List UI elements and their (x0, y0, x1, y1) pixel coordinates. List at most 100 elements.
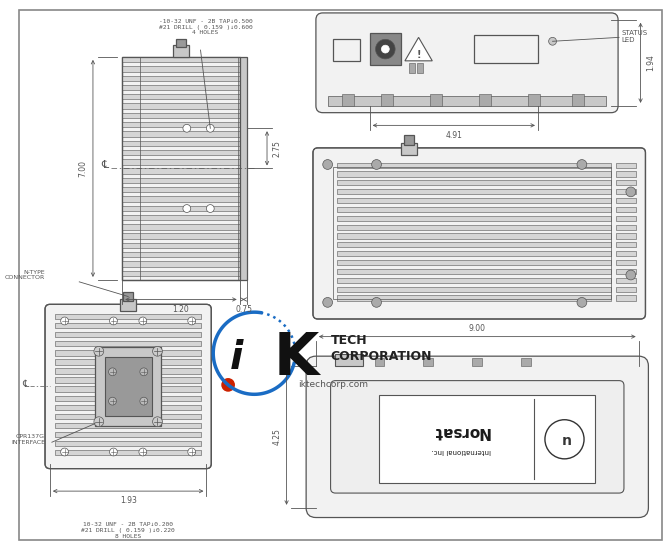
Bar (55, 368, 202, 373)
Bar (338, 216, 611, 221)
Circle shape (221, 378, 235, 392)
Circle shape (577, 298, 587, 307)
Circle shape (153, 346, 163, 356)
Text: K: K (274, 329, 319, 387)
Bar (140, 57, 238, 280)
Text: 0.75: 0.75 (235, 305, 252, 314)
Bar (55, 441, 202, 446)
Text: iktechcorp.com: iktechcorp.com (298, 380, 368, 389)
Text: 4.25: 4.25 (272, 428, 281, 446)
Text: u: u (559, 432, 569, 446)
Bar (123, 271, 240, 276)
Circle shape (372, 160, 382, 169)
Bar (55, 359, 202, 365)
Bar (55, 332, 202, 338)
Bar (176, 39, 186, 47)
Bar (417, 63, 422, 73)
Text: N-TYPE
CONNECTOR: N-TYPE CONNECTOR (5, 270, 45, 280)
Bar (123, 196, 240, 202)
Bar (338, 287, 611, 292)
Text: CPR137G
INTERFACE: CPR137G INTERFACE (11, 434, 45, 445)
Bar (616, 251, 635, 256)
Bar (338, 207, 611, 212)
Bar (424, 358, 434, 366)
Circle shape (382, 45, 389, 53)
Circle shape (139, 317, 147, 325)
Circle shape (206, 124, 214, 132)
Bar (121, 299, 136, 311)
Bar (123, 57, 240, 62)
Bar (338, 189, 611, 194)
Bar (105, 357, 152, 416)
Bar (338, 243, 611, 248)
Bar (616, 295, 635, 301)
Text: ℄: ℄ (22, 378, 29, 388)
Text: !: ! (416, 50, 421, 59)
Bar (95, 348, 161, 426)
Bar (338, 198, 611, 203)
Bar (123, 224, 240, 229)
Bar (123, 243, 240, 248)
Bar (404, 135, 414, 145)
FancyBboxPatch shape (306, 356, 649, 518)
Bar (336, 354, 363, 366)
Circle shape (372, 298, 382, 307)
Text: TECH
CORPORATION: TECH CORPORATION (330, 334, 432, 363)
Bar (173, 45, 188, 57)
Circle shape (206, 205, 214, 212)
Bar (123, 252, 240, 257)
Circle shape (183, 124, 190, 132)
Bar (123, 178, 240, 183)
Circle shape (376, 39, 395, 59)
Bar (616, 278, 635, 283)
Bar (123, 141, 240, 146)
Bar (55, 450, 202, 455)
Circle shape (94, 346, 104, 356)
Bar (572, 94, 584, 106)
Bar (123, 187, 240, 192)
Bar (474, 35, 538, 63)
Text: 10-32 UNF - 2B TAP↓0.200
#21 DRILL ( 0.159 )↓0.220
8 HOLES: 10-32 UNF - 2B TAP↓0.200 #21 DRILL ( 0.1… (81, 522, 175, 539)
Circle shape (323, 298, 332, 307)
Circle shape (94, 417, 104, 427)
Bar (472, 358, 482, 366)
Bar (616, 163, 635, 168)
Bar (480, 94, 491, 106)
Circle shape (140, 397, 148, 405)
Text: 7.00: 7.00 (79, 160, 88, 177)
Circle shape (188, 317, 196, 325)
Bar (380, 395, 595, 483)
Bar (123, 103, 240, 109)
Bar (338, 224, 611, 230)
Circle shape (323, 160, 332, 169)
Bar (616, 189, 635, 194)
Circle shape (153, 417, 163, 427)
Bar (55, 395, 202, 401)
Bar (616, 207, 635, 212)
Circle shape (626, 187, 635, 197)
Bar (338, 278, 611, 283)
Circle shape (109, 397, 117, 405)
Text: International Inc.: International Inc. (432, 448, 491, 454)
Text: 4.91: 4.91 (446, 131, 462, 140)
Bar (374, 358, 384, 366)
Text: -10-32 UNF - 2B TAP↓0.500
#21 DRILL ( 0.159 )↓0.600
4 HOLES: -10-32 UNF - 2B TAP↓0.500 #21 DRILL ( 0.… (159, 19, 252, 35)
Bar (616, 233, 635, 239)
Bar (528, 94, 540, 106)
Bar (338, 172, 611, 177)
Bar (123, 206, 240, 211)
Circle shape (183, 205, 190, 212)
Bar (409, 63, 415, 73)
Circle shape (110, 317, 117, 325)
Bar (342, 94, 354, 106)
Circle shape (549, 37, 557, 45)
Bar (55, 405, 202, 410)
Circle shape (545, 420, 584, 459)
Text: 1.20: 1.20 (172, 305, 189, 314)
Circle shape (110, 448, 117, 456)
Bar (55, 432, 202, 437)
Bar (123, 113, 240, 118)
Bar (55, 387, 202, 392)
Bar (370, 34, 401, 65)
Bar (616, 260, 635, 265)
